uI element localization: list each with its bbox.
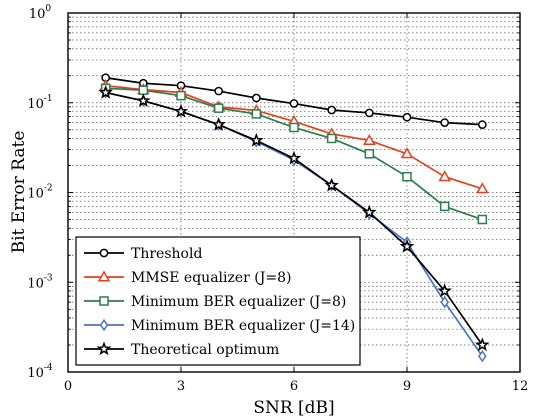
- data-point: [289, 99, 299, 108]
- legend-marker: [99, 318, 109, 332]
- data-point: [364, 149, 375, 159]
- y-tick-label: 10-4: [27, 363, 53, 381]
- legend-entry-5: Theoretical optimum: [84, 341, 279, 358]
- legend-label: Minimum BER equalizer (J=14): [131, 318, 355, 334]
- x-tick-label: 12: [512, 379, 529, 394]
- data-point: [213, 103, 224, 113]
- data-point: [364, 108, 374, 118]
- data-point: [440, 118, 450, 128]
- data-point: [173, 103, 189, 118]
- y-tick-label: 10-3: [27, 273, 53, 291]
- data-point: [251, 109, 262, 119]
- data-point: [249, 132, 264, 147]
- data-point: [286, 150, 302, 165]
- data-point: [289, 122, 299, 133]
- series-1: [101, 73, 487, 130]
- data-point: [439, 201, 450, 212]
- data-point: [214, 86, 224, 96]
- data-point: [440, 296, 449, 309]
- legend-marker: [96, 341, 112, 356]
- data-point: [251, 93, 261, 103]
- legend-marker: [99, 248, 109, 258]
- data-point: [477, 120, 487, 130]
- data-point: [437, 283, 452, 298]
- data-point: [136, 93, 151, 108]
- data-point: [399, 238, 415, 253]
- x-tick-label: 0: [64, 379, 72, 394]
- legend-entry-1: Threshold: [84, 246, 202, 262]
- data-point: [176, 90, 186, 101]
- legend-label: Theoretical optimum: [131, 342, 279, 358]
- y-tick-label: 100: [29, 4, 52, 22]
- series-5: [98, 84, 490, 352]
- x-tick-label: 3: [177, 379, 185, 394]
- data-point: [400, 147, 414, 159]
- x-tick-label: 9: [403, 379, 411, 394]
- data-point: [402, 171, 412, 182]
- legend-label: MMSE equalizer (J=8): [131, 270, 291, 286]
- data-point: [324, 177, 339, 192]
- data-point: [327, 105, 337, 115]
- data-point: [476, 182, 489, 194]
- legend-entry-3: Minimum BER equalizer (J=8): [84, 294, 346, 310]
- x-axis-ticks: 0 3 6 9 12: [64, 13, 528, 394]
- legend: Threshold MMSE equalizer (J=8) Minimum BER…: [75, 236, 361, 366]
- legend-marker: [99, 296, 109, 306]
- series-layer: [98, 73, 490, 363]
- legend-entry-4: Minimum BER equalizer (J=14): [84, 318, 355, 334]
- legend-label: Threshold: [131, 246, 202, 262]
- series-3: [100, 83, 488, 225]
- data-point: [478, 350, 487, 363]
- legend-marker: [97, 270, 111, 282]
- legend-label: Minimum BER equalizer (J=8): [131, 294, 346, 310]
- data-point: [211, 117, 226, 131]
- data-point: [402, 112, 412, 122]
- y-axis-title: Bit Error Rate: [9, 131, 29, 254]
- y-axis-ticks: 10-4 10-3 10-2 10-1 100: [27, 4, 520, 381]
- plot-frame: [67, 12, 521, 373]
- x-tick-label: 6: [290, 379, 298, 394]
- legend-entry-2: MMSE equalizer (J=8): [84, 270, 291, 286]
- data-point: [98, 84, 113, 99]
- data-point: [438, 170, 451, 182]
- y-tick-label: 10-1: [27, 94, 52, 112]
- y-tick-label: 10-2: [27, 184, 52, 202]
- data-point: [138, 85, 149, 95]
- data-point: [362, 204, 377, 219]
- data-point: [475, 337, 490, 352]
- data-point: [363, 133, 376, 145]
- data-point: [477, 214, 488, 225]
- x-axis-title: SNR [dB]: [253, 398, 334, 418]
- data-point: [326, 133, 337, 144]
